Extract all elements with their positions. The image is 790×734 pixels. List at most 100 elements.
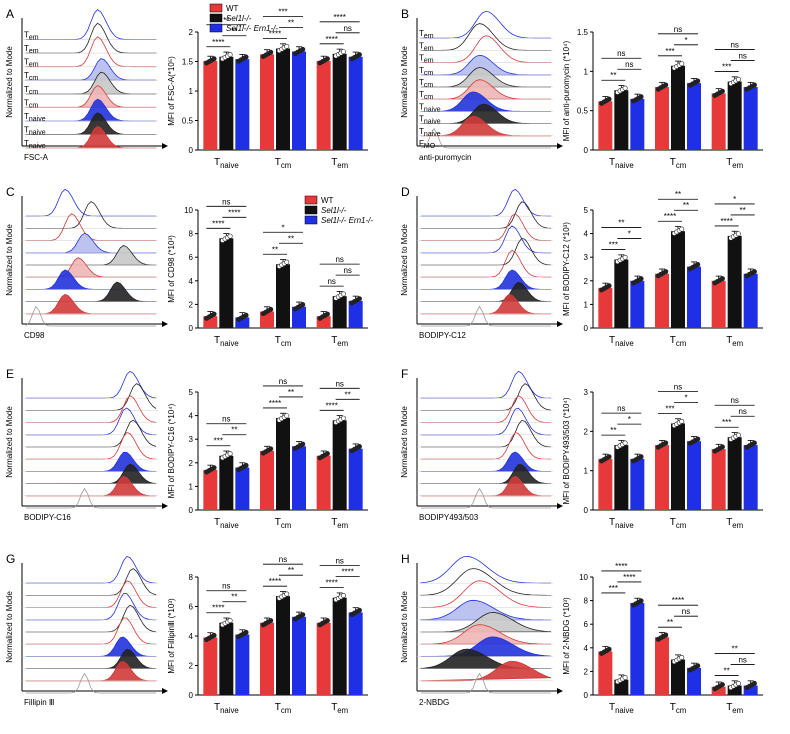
histogram-curve [26,593,157,621]
significance-label: ns [738,656,746,665]
data-point [695,436,701,442]
data-point [679,654,685,660]
histogram-overlay: Normalized to Mode FSC-A Tem Tem Tem Tcm Tcm Tc… [5,9,168,162]
bar-tnaive-series2 [235,634,250,695]
data-point [356,607,362,613]
histogram-curve [421,419,552,448]
significance-label: ns [222,415,230,424]
significance-label: *** [609,584,618,593]
data-point [324,451,330,457]
histogram-row-label: Tcm [419,66,433,77]
histogram-curve [26,383,157,411]
panel-d: D Normalized to Mode BODIPY-C12 0 1 2 3 4 5 MFI o… [400,185,763,348]
histogram-x-label: CD98 [24,331,45,340]
y-axis-title: MFI of CD98 (*10³) [167,235,176,303]
y-tick-label: 1 [584,67,589,76]
histogram-y-label: Normalized to Mode [5,591,14,663]
histogram-fmo-curve [421,487,551,509]
data-point [622,675,628,681]
histogram-row-label: Tcm [419,90,433,101]
significance-label: ** [724,667,730,676]
histogram-row-label: Tem [419,41,434,52]
bar-tcm-series1 [276,596,290,695]
histogram-curve [421,407,551,436]
data-point [638,276,644,282]
histogram-x-arrow [162,321,168,327]
histogram-curve [421,464,552,484]
data-point [324,311,330,317]
data-point [606,454,612,460]
significance-label: **** [672,596,684,605]
data-point [340,49,346,55]
histogram-x-arrow [557,143,563,149]
y-tick-label: 0 [189,324,194,333]
x-tick-label-tcm: Tcm [670,157,687,170]
data-point [679,226,685,232]
y-tick-label: 2 [584,667,589,676]
bar-tem-series2 [743,445,758,510]
x-tick-label-tnaive: Tnaive [214,157,239,170]
data-point [719,276,725,282]
histogram-y-label: Normalized to Mode [400,591,409,663]
y-tick-label: 1.5 [182,58,194,67]
histogram-curve [26,617,157,645]
bar-tcm-series1 [671,231,685,328]
significance-label: **** [212,38,224,47]
histogram-row-label: Tcm [24,85,38,96]
significance-label: ** [740,206,746,215]
significance-label: ** [231,426,237,435]
data-point [695,663,701,669]
y-tick-label: 1 [584,467,589,476]
legend-swatch-dko [209,23,223,33]
bar-tnaive-series1 [219,238,234,328]
y-tick-label: 3 [584,253,589,262]
bar-chart: 0 0.5 1 1.5 MFI of anti-puromycin (*10⁴) Tnai… [562,25,763,170]
y-tick-label: 1 [584,300,589,309]
y-tick-label: 8 [189,573,194,582]
data-point [243,462,249,468]
histogram-row-label: Tnaive [419,115,441,126]
histogram-fmo-curve [25,305,156,327]
x-tick-label-tnaive: Tnaive [609,157,634,170]
data-point [606,283,612,289]
panel-letter: G [6,552,15,566]
histogram-curve [421,249,551,278]
data-point [735,76,741,82]
bar-tem-series0 [316,455,331,510]
histogram-curve [421,10,551,39]
data-point [638,454,644,460]
significance-label: ns [738,52,746,61]
bar-tcm-series0 [260,54,274,150]
x-tick-label-tem: Tem [726,517,743,530]
histogram-fmo-curve [421,305,551,327]
bar-tnaive-series1 [614,259,629,328]
x-tick-label-tcm: Tcm [670,517,687,530]
significance-label: ** [272,245,278,254]
legend-swatch-sel1l [304,205,318,215]
y-tick-label: 0 [189,146,194,155]
histogram-y-label: Normalized to Mode [5,224,14,296]
significance-label: ns [222,582,230,591]
y-tick-label: 6 [584,620,589,629]
x-tick-label-tnaive: Tnaive [214,702,239,715]
x-tick-label-tem: Tem [331,157,348,170]
histogram-row-label: Tcm [24,71,38,82]
x-tick-label-tnaive: Tnaive [609,702,634,715]
bar-tcm-series0 [260,622,274,695]
significance-label: ns [222,197,230,206]
histogram-curve [26,232,156,254]
significance-label: ** [288,566,294,575]
data-point [663,82,669,88]
x-tick-label-tcm: Tcm [275,335,292,348]
bar-tnaive-series2 [630,98,645,150]
bar-tem-series1 [727,81,742,150]
significance-label: ns [335,557,343,566]
y-tick-label: 0 [189,691,194,700]
bar-tcm-series1 [671,423,685,510]
histogram-curve [421,451,551,472]
significance-label: **** [269,30,281,39]
data-point [735,231,741,237]
y-tick-label: 1.5 [577,28,589,37]
